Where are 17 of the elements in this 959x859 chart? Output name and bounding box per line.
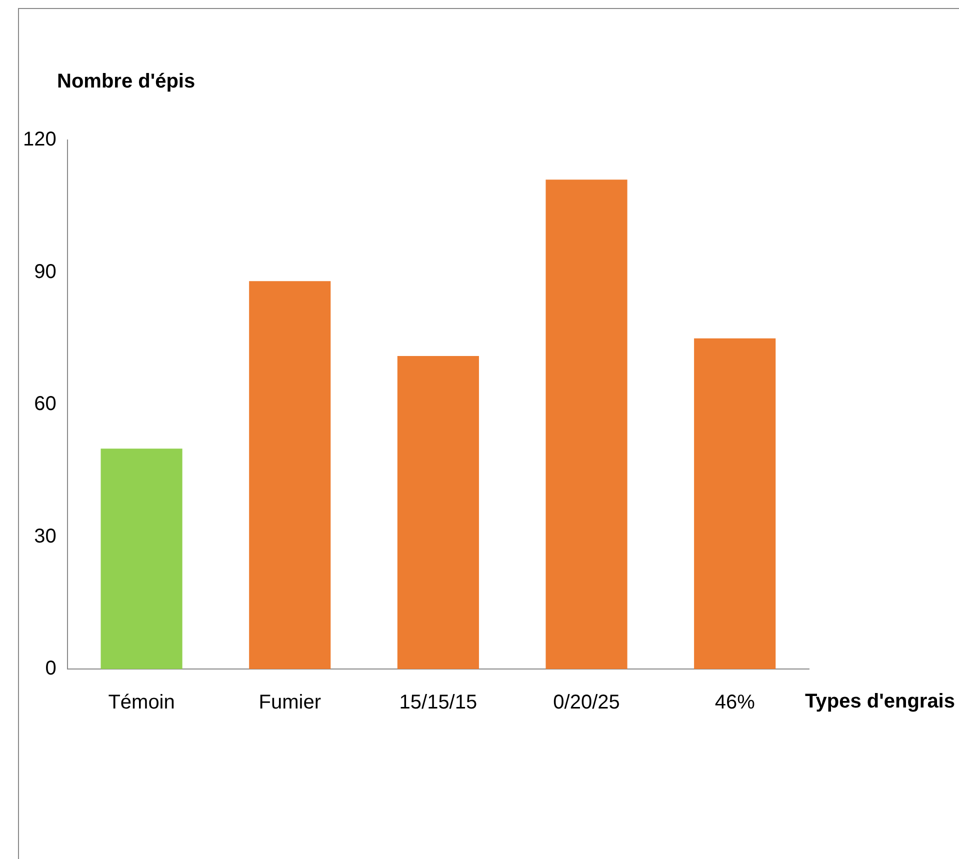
x-tick-label: 0/20/25 bbox=[553, 692, 620, 714]
x-tick-label: Témoin bbox=[108, 692, 175, 714]
x-tick-label: 15/15/15 bbox=[399, 692, 478, 714]
x-tick-label: Fumier bbox=[258, 692, 322, 714]
bar bbox=[397, 356, 479, 669]
bar bbox=[694, 338, 776, 669]
x-axis-title: Types d'engrais bbox=[805, 690, 955, 713]
x-tick-label: 46% bbox=[714, 692, 756, 714]
bar bbox=[546, 180, 628, 669]
y-tick-label: 30 bbox=[34, 525, 56, 548]
y-tick-label: 120 bbox=[22, 128, 56, 151]
y-tick-label: 0 bbox=[45, 658, 56, 680]
bar bbox=[100, 448, 182, 669]
bar bbox=[249, 281, 331, 669]
y-tick-label: 60 bbox=[34, 393, 56, 416]
y-tick-label: 90 bbox=[34, 260, 56, 283]
y-axis-title: Nombre d'épis bbox=[57, 70, 196, 93]
